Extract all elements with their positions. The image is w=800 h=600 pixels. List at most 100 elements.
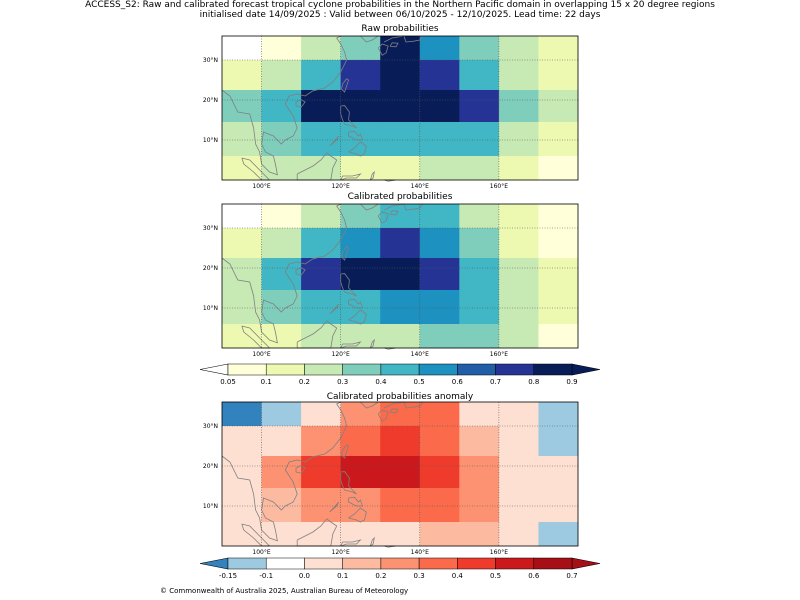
y-tick-label: 10°N: [203, 305, 218, 312]
y-tick-label: 10°N: [203, 503, 218, 510]
grid-cell: [301, 402, 342, 427]
y-tick-label: 20°N: [203, 97, 218, 104]
y-tick-label: 30°N: [203, 57, 218, 64]
panel-title-calibrated: Calibrated probabilities: [347, 192, 453, 202]
y-tick-label: 20°N: [203, 463, 218, 470]
grid-cell: [301, 90, 342, 123]
colorbar-segment: [265, 363, 305, 376]
y-tick-label: 10°N: [203, 137, 218, 144]
coastline: [340, 273, 357, 297]
grid-cell: [459, 204, 500, 229]
grid-cell: [498, 156, 539, 181]
grid-cell: [419, 488, 460, 523]
x-tick-label: 100°E: [252, 549, 270, 556]
grid-cell: [419, 522, 460, 547]
grid-cell: [498, 90, 539, 123]
grid-cell: [459, 290, 500, 325]
coastline: [384, 401, 424, 409]
x-tick-label: 140°E: [411, 351, 429, 358]
grid-cell: [380, 488, 421, 523]
colorbar-segment: [457, 363, 496, 376]
coastline: [369, 338, 375, 349]
y-tick-label: 30°N: [203, 225, 218, 232]
colorbar-segment: [495, 557, 535, 570]
grid-cell: [340, 36, 381, 61]
grid-cell: [380, 90, 421, 123]
grid-cell: [340, 60, 381, 91]
grid-cell: [340, 258, 381, 291]
grid-cell: [419, 156, 460, 181]
coastline: [360, 401, 379, 409]
coastline: [389, 210, 399, 216]
coastline: [329, 501, 340, 513]
grid-cell: [459, 426, 500, 457]
grid-cell: [301, 36, 342, 61]
colorbar-segment: [418, 363, 458, 376]
coastline: [221, 401, 348, 542]
coastline: [360, 35, 379, 43]
grid-cell: [498, 228, 539, 259]
colorbar-tick-label: 0.7: [566, 572, 577, 580]
colorbar-segment: [227, 363, 267, 376]
colorbar-tick-label: 0.9: [566, 378, 577, 386]
colorbar-tick-label: 0.3: [414, 572, 425, 580]
grid-cell: [538, 522, 579, 547]
grid-cell: [261, 456, 302, 489]
grid-cell: [459, 456, 500, 489]
grid-cell: [261, 402, 302, 427]
colorbar-segment: [533, 363, 573, 376]
coastline: [377, 211, 389, 224]
grid-cell: [222, 228, 262, 259]
colorbar-tick-label: 0.7: [490, 378, 501, 386]
colorbar-tick-label: -0.15: [219, 572, 237, 580]
grid-cell: [380, 426, 421, 457]
panel-title-raw: Raw probabilities: [361, 24, 439, 34]
grid-cell: [340, 324, 381, 349]
grid-cell: [261, 90, 302, 123]
colorbar-segment: [342, 557, 382, 570]
grid-cell: [222, 36, 262, 61]
coastline: [295, 99, 306, 108]
grid-cell: [261, 522, 302, 547]
colorbar-tick-label: 0.1: [261, 378, 272, 386]
grid-cell: [538, 156, 579, 181]
grid-cell: [380, 522, 421, 547]
coastline: [384, 35, 424, 43]
grid-cell: [340, 426, 381, 457]
grid-cell: [498, 456, 539, 489]
grid-cell: [261, 258, 302, 291]
grid-cell: [340, 228, 381, 259]
grid-cell: [222, 290, 262, 325]
coastline: [389, 42, 399, 48]
x-tick-label: 120°E: [332, 549, 350, 556]
grid-cell: [538, 456, 579, 489]
grid-cell: [498, 290, 539, 325]
grid-cell: [301, 204, 342, 229]
probability-colorbar: 0.05 0.1 0.2 0.3 0.4 0.5 0.6 0.7 0.8 0.9: [199, 363, 601, 386]
colorbar-segment: [380, 363, 420, 376]
grid-cell: [261, 228, 302, 259]
coastline: [329, 303, 340, 315]
grid-cell: [538, 488, 579, 523]
grid-cell: [301, 258, 342, 291]
x-tick-label: 160°E: [490, 549, 508, 556]
colorbar-extend-max: [571, 363, 601, 376]
coastline: [341, 246, 350, 261]
grid-cell: [459, 488, 500, 523]
grid-cell: [340, 204, 381, 229]
colorbar-tick-label: 0.0: [299, 572, 310, 580]
coastline: [341, 444, 350, 459]
grid-cell: [498, 522, 539, 547]
colorbar-tick-label: -0.1: [259, 572, 273, 580]
grid-cell: [261, 156, 302, 181]
grid-cell: [340, 488, 381, 523]
colorbar-extend-min: [199, 363, 229, 376]
grid-cell: [538, 60, 579, 91]
grid-cell: [498, 324, 539, 349]
grid-cell: [380, 258, 421, 291]
colorbar-extend-min: [199, 557, 229, 570]
grid-cell: [340, 290, 381, 325]
grid-cell: [261, 324, 302, 349]
coastline: [384, 203, 424, 211]
grid-cell: [261, 290, 302, 325]
